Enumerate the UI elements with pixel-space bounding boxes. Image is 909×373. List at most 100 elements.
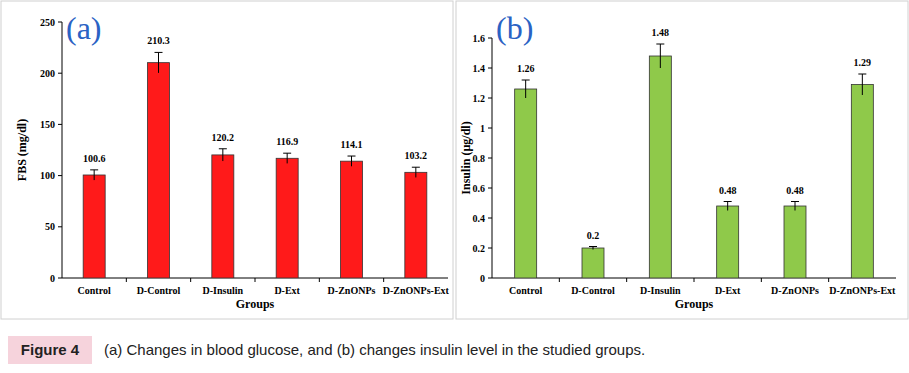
- y-tick: [488, 128, 492, 129]
- y-axis: [62, 22, 63, 278]
- data-label: 116.9: [276, 136, 298, 147]
- panel-label: (a): [66, 10, 102, 46]
- x-tick-label: D-ZnONPs-Ext: [829, 285, 896, 296]
- data-label: 100.6: [83, 153, 106, 164]
- x-tick-label: D-Ext: [715, 285, 741, 296]
- chart: 00.20.40.60.811.21.41.61.260.21.480.480.…: [459, 10, 896, 311]
- y-tick-label: 100: [40, 170, 55, 181]
- y-tick: [58, 175, 62, 176]
- x-tick-label: D-Control: [571, 285, 615, 296]
- panel-frame: [1, 1, 453, 319]
- bar: [717, 206, 739, 278]
- x-tick-label: D-Control: [137, 285, 181, 296]
- bar: [582, 248, 604, 278]
- error-bar: [522, 80, 530, 98]
- bar: [148, 63, 170, 278]
- data-label: 103.2: [405, 150, 428, 161]
- bar: [515, 89, 537, 278]
- y-tick-label: 0.4: [473, 213, 486, 224]
- y-tick-label: 200: [40, 68, 55, 79]
- caption-text: (a) Changes in blood glucose, and (b) ch…: [104, 341, 645, 358]
- y-axis-label: FBS (mg/dl): [15, 119, 29, 181]
- chart: 0 50 100 150 200 250 100.6 210.3 120.2 116.9 114.1…: [15, 10, 450, 311]
- bar: [784, 206, 806, 278]
- data-label: 0.48: [786, 185, 804, 196]
- y-tick: [488, 38, 492, 39]
- x-tick: [190, 278, 191, 282]
- y-tick: [488, 68, 492, 69]
- x-axis-label: Groups: [236, 297, 275, 311]
- data-label: 0.48: [719, 185, 737, 196]
- data-label: 210.3: [147, 35, 170, 46]
- data-label: 0.2: [587, 230, 600, 241]
- figure: 050100150200250100.6210.3120.2116.9114.1…: [0, 0, 909, 373]
- y-tick-label: 1: [480, 123, 485, 134]
- panel-frame: [456, 1, 908, 319]
- y-tick-label: 0.6: [473, 183, 486, 194]
- error-bar: [219, 149, 227, 161]
- y-tick: [58, 22, 62, 23]
- bar: [851, 85, 873, 279]
- y-tick-label: 1.2: [473, 93, 486, 104]
- error-bar: [348, 156, 356, 166]
- x-tick-label: D-ZnONPs: [771, 285, 819, 296]
- bar: [276, 158, 298, 278]
- data-label: 1.29: [854, 57, 872, 68]
- x-tick-label: Control: [509, 285, 542, 296]
- error-bar: [791, 202, 799, 211]
- error-bar: [656, 44, 664, 68]
- x-tick: [761, 278, 762, 282]
- x-tick: [255, 278, 256, 282]
- y-tick-label: 150: [40, 119, 55, 130]
- y-tick: [488, 278, 492, 279]
- x-tick: [126, 278, 127, 282]
- caption-label-bg: [8, 336, 92, 364]
- y-tick: [488, 188, 492, 189]
- data-label: 1.48: [652, 27, 670, 38]
- x-tick: [559, 278, 560, 282]
- bar: [649, 56, 671, 278]
- y-tick-label: 50: [45, 221, 55, 232]
- bar: [341, 161, 363, 278]
- caption-label: Figure 4: [21, 341, 80, 358]
- data-label: 114.1: [341, 139, 363, 150]
- data-label: 1.26: [517, 63, 535, 74]
- y-tick: [58, 278, 62, 279]
- y-tick: [488, 158, 492, 159]
- x-tick: [383, 278, 384, 282]
- y-tick-label: 1.6: [473, 33, 486, 44]
- error-bar: [858, 74, 866, 95]
- x-tick: [626, 278, 627, 282]
- y-tick: [488, 218, 492, 219]
- x-tick: [694, 278, 695, 282]
- x-tick-label: D-Ext: [274, 285, 300, 296]
- y-tick: [488, 98, 492, 99]
- error-bar: [155, 52, 163, 72]
- x-tick-label: Control: [78, 285, 111, 296]
- y-tick: [58, 226, 62, 227]
- data-label: 120.2: [212, 132, 235, 143]
- error-bar: [90, 170, 98, 180]
- error-bar: [412, 167, 420, 177]
- x-tick-label: D-Insulin: [640, 285, 681, 296]
- x-tick-label: D-ZnONPs-Ext: [383, 285, 450, 296]
- x-tick-label: D-Insulin: [203, 285, 244, 296]
- bar: [212, 155, 234, 278]
- bars: [83, 52, 427, 278]
- bars: [515, 44, 874, 278]
- y-tick-label: 250: [40, 17, 55, 28]
- y-tick-label: 0: [480, 273, 485, 284]
- y-tick-label: 1.4: [473, 63, 486, 74]
- x-axis-label: Groups: [675, 297, 714, 311]
- error-bar: [724, 202, 732, 211]
- x-tick: [319, 278, 320, 282]
- x-tick: [828, 278, 829, 282]
- panel-label: (b): [496, 10, 533, 46]
- y-tick-label: 0: [50, 273, 55, 284]
- y-tick: [58, 124, 62, 125]
- x-tick-label: D-ZnONPs: [328, 285, 376, 296]
- bar: [405, 172, 427, 278]
- bar: [83, 175, 105, 278]
- y-tick: [58, 73, 62, 74]
- y-axis-label: Insulin (µg/dl): [459, 121, 473, 194]
